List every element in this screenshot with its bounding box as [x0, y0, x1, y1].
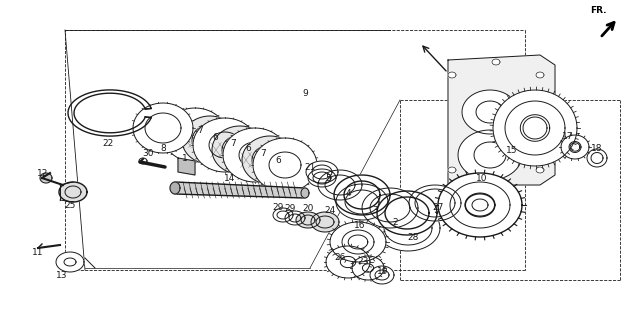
- Text: 7: 7: [230, 139, 236, 148]
- Polygon shape: [458, 130, 522, 180]
- Text: 12: 12: [37, 169, 49, 178]
- Polygon shape: [133, 103, 193, 153]
- Polygon shape: [336, 184, 388, 220]
- Text: 29: 29: [272, 203, 284, 212]
- Text: 6: 6: [212, 132, 218, 141]
- Polygon shape: [253, 138, 317, 192]
- Text: 15: 15: [506, 146, 518, 155]
- Text: 29: 29: [284, 204, 296, 212]
- Text: 20: 20: [302, 204, 314, 212]
- Polygon shape: [448, 72, 456, 78]
- Polygon shape: [182, 116, 238, 164]
- Text: 10: 10: [476, 173, 488, 182]
- Polygon shape: [462, 90, 518, 134]
- Text: 1: 1: [182, 154, 188, 163]
- Polygon shape: [523, 117, 547, 139]
- Text: 17: 17: [563, 132, 573, 140]
- Polygon shape: [163, 108, 227, 162]
- Polygon shape: [561, 135, 589, 159]
- Polygon shape: [448, 167, 456, 173]
- Polygon shape: [273, 208, 293, 222]
- Text: 19: 19: [377, 268, 388, 276]
- Text: 24: 24: [324, 205, 335, 214]
- Text: 7: 7: [197, 125, 203, 134]
- Polygon shape: [362, 188, 418, 228]
- Text: 9: 9: [302, 89, 308, 98]
- Polygon shape: [296, 212, 320, 228]
- Text: 28: 28: [407, 233, 419, 242]
- Polygon shape: [178, 158, 195, 175]
- Text: 16: 16: [355, 220, 365, 229]
- Text: 14: 14: [224, 173, 236, 182]
- Text: 26: 26: [334, 253, 346, 262]
- Polygon shape: [409, 185, 461, 221]
- Text: 27: 27: [432, 203, 444, 212]
- Polygon shape: [59, 182, 87, 202]
- Polygon shape: [352, 256, 384, 280]
- Polygon shape: [242, 136, 298, 184]
- Text: 11: 11: [32, 247, 44, 257]
- Text: 23: 23: [357, 258, 369, 267]
- Text: 2: 2: [392, 218, 398, 227]
- Polygon shape: [40, 173, 52, 183]
- Polygon shape: [212, 126, 268, 174]
- Polygon shape: [318, 170, 362, 200]
- Polygon shape: [311, 212, 339, 232]
- Text: 13: 13: [56, 270, 68, 279]
- Text: 7: 7: [260, 148, 266, 157]
- Polygon shape: [448, 55, 555, 185]
- Polygon shape: [56, 252, 84, 272]
- Text: 6: 6: [245, 143, 251, 153]
- Text: 6: 6: [275, 156, 281, 164]
- Polygon shape: [193, 118, 257, 172]
- Polygon shape: [377, 191, 437, 235]
- Text: 22: 22: [102, 139, 114, 148]
- Polygon shape: [301, 188, 309, 198]
- Text: 4: 4: [345, 188, 351, 197]
- Polygon shape: [492, 59, 500, 65]
- Polygon shape: [536, 167, 544, 173]
- Text: 30: 30: [142, 148, 154, 157]
- Text: 21: 21: [304, 163, 316, 172]
- Polygon shape: [308, 169, 336, 187]
- Polygon shape: [223, 128, 287, 182]
- Polygon shape: [326, 246, 370, 278]
- Polygon shape: [536, 72, 544, 78]
- Polygon shape: [334, 175, 390, 215]
- Polygon shape: [139, 158, 147, 164]
- Polygon shape: [438, 173, 522, 237]
- Text: 3: 3: [372, 205, 378, 214]
- Polygon shape: [285, 211, 305, 225]
- Polygon shape: [465, 193, 495, 217]
- Text: 25: 25: [64, 201, 76, 210]
- Text: FR.: FR.: [591, 6, 607, 15]
- Polygon shape: [493, 90, 577, 166]
- Polygon shape: [370, 266, 394, 284]
- Polygon shape: [587, 149, 607, 167]
- Text: 8: 8: [160, 143, 166, 153]
- Polygon shape: [376, 205, 440, 251]
- Polygon shape: [330, 222, 386, 262]
- Polygon shape: [170, 182, 180, 194]
- Text: 5: 5: [325, 173, 331, 182]
- Polygon shape: [306, 161, 338, 183]
- Polygon shape: [175, 182, 305, 198]
- Text: 18: 18: [591, 143, 603, 153]
